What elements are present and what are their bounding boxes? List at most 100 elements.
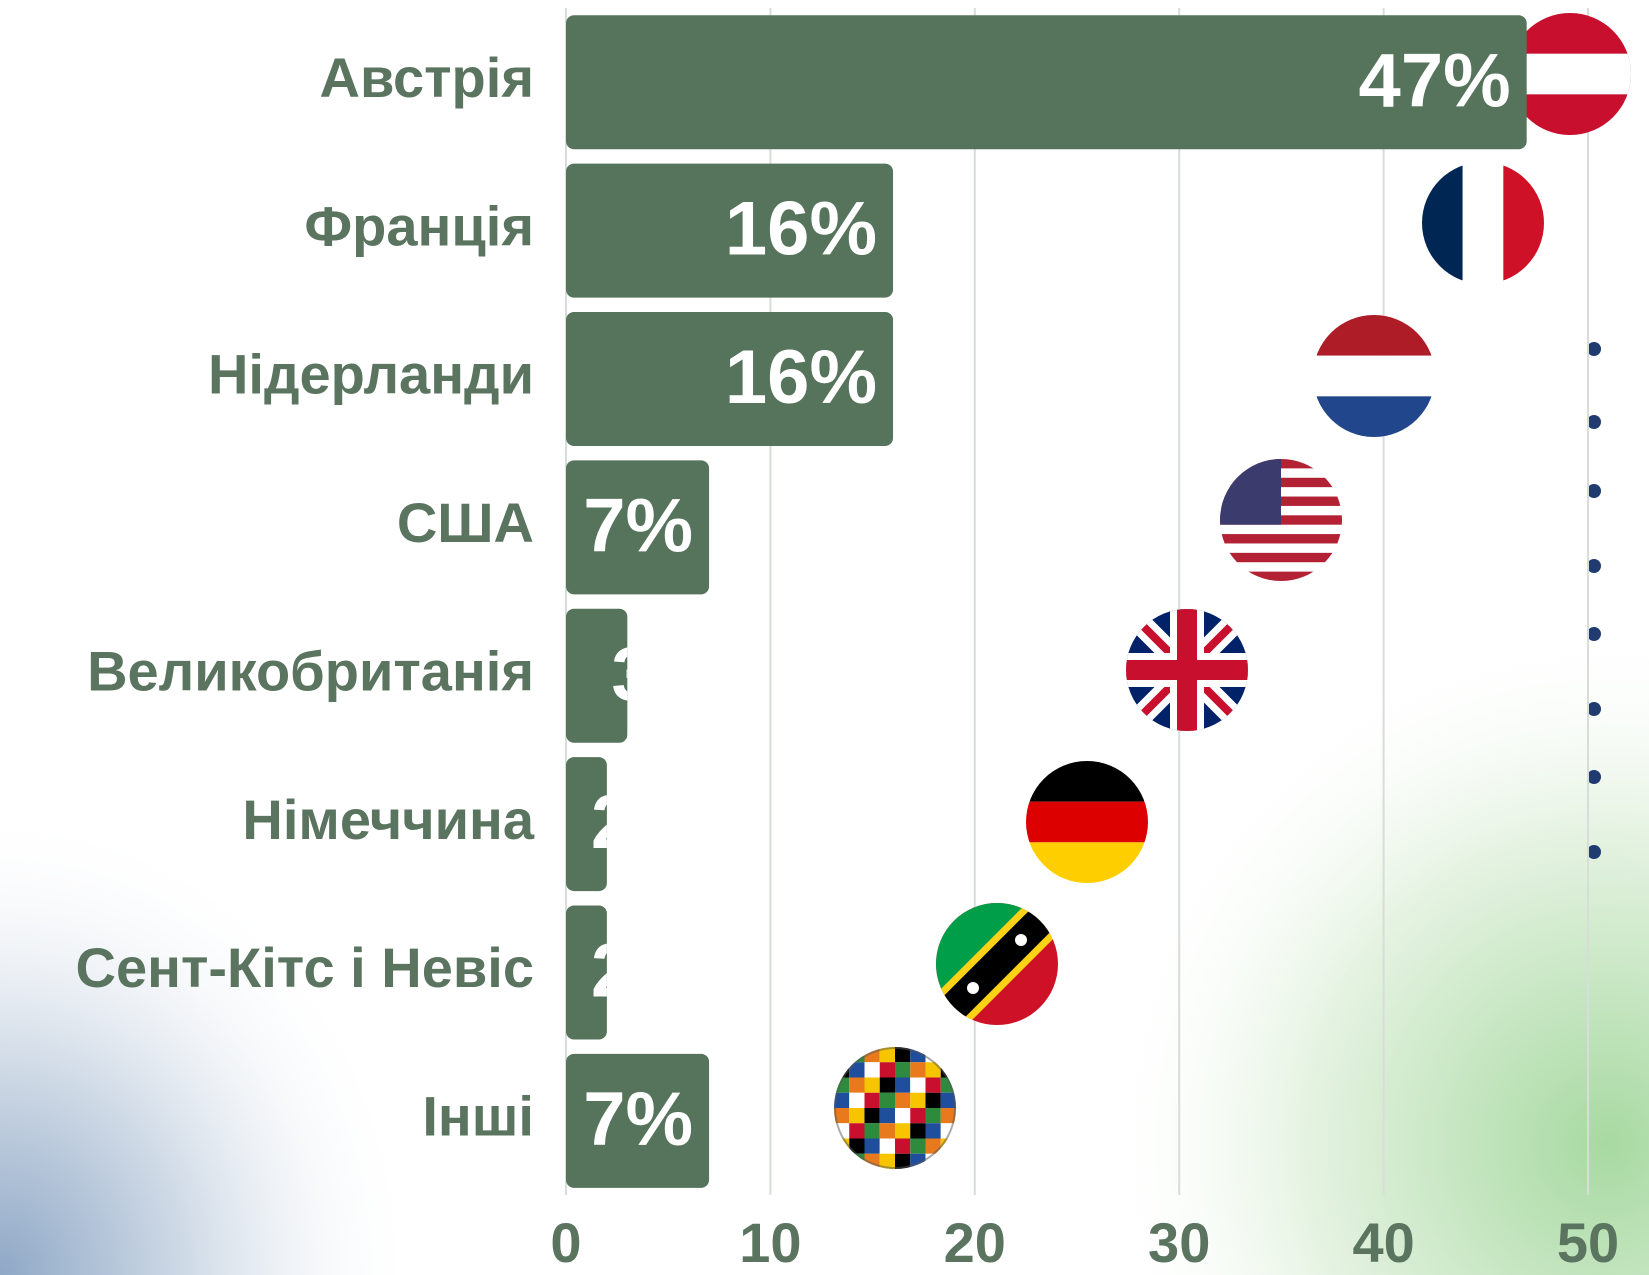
flag-part	[864, 1108, 880, 1124]
flag-part	[1026, 801, 1148, 843]
bar	[566, 757, 607, 892]
flag-part	[864, 1123, 880, 1139]
flag	[1220, 459, 1342, 581]
bar	[566, 905, 607, 1040]
flag-part	[879, 1153, 895, 1169]
decor-dots	[1587, 342, 1601, 859]
bar	[566, 1053, 710, 1188]
flag-part	[864, 1092, 880, 1108]
flag-part	[967, 982, 979, 994]
flag-part	[925, 1077, 941, 1093]
x-tick-label: 10	[739, 1211, 801, 1274]
flag-body	[1422, 162, 1544, 284]
y-tick-label: Інші	[422, 1085, 534, 1148]
flag-part	[1509, 53, 1631, 95]
x-tick-label: 0	[550, 1211, 581, 1274]
flag-part	[1220, 562, 1342, 573]
flag-part	[1462, 162, 1504, 284]
value-label: 2%	[591, 929, 701, 1014]
flag-part	[864, 1138, 880, 1154]
flag-part	[879, 1108, 895, 1124]
flag-part	[910, 1062, 926, 1078]
flag-part	[849, 1123, 865, 1139]
x-tick-label: 40	[1352, 1211, 1414, 1274]
flag-part	[925, 1123, 941, 1139]
bar	[566, 163, 894, 298]
flag-part	[879, 1092, 895, 1108]
flag	[1126, 609, 1248, 731]
flag-part	[1220, 571, 1342, 581]
flag-part	[864, 1077, 880, 1093]
bar	[566, 608, 628, 743]
flag-part	[910, 1138, 926, 1154]
flag-part	[849, 1092, 865, 1108]
flag-part	[895, 1092, 911, 1108]
flag-part	[895, 1077, 911, 1093]
bar	[566, 15, 1527, 150]
flag-part	[895, 1062, 911, 1078]
value-label: 47%	[1359, 38, 1511, 123]
flag-part	[1220, 543, 1342, 554]
y-tick-label: Австрія	[320, 46, 534, 109]
flag-part	[910, 1077, 926, 1093]
flag-part	[895, 1047, 911, 1063]
flag-part	[925, 1092, 941, 1108]
flag-part	[1313, 355, 1435, 397]
value-label: 2%	[591, 780, 701, 865]
flag-part	[1220, 524, 1342, 535]
flag-part	[940, 1108, 956, 1124]
flag-part	[910, 1123, 926, 1139]
y-tick-label: Німеччина	[242, 788, 534, 851]
flag-part	[895, 1138, 911, 1154]
x-tick-label: 30	[1148, 1211, 1210, 1274]
flag-part	[895, 1123, 911, 1139]
value-label: 7%	[583, 1077, 693, 1162]
flag	[1422, 162, 1544, 284]
flag-part	[849, 1108, 865, 1124]
flag-body	[1026, 761, 1148, 883]
value-label: 3%	[611, 632, 721, 717]
value-label: 16%	[725, 335, 877, 420]
flag-part	[879, 1138, 895, 1154]
flag-body	[1126, 609, 1248, 731]
y-tick-label: Сент-Кітс і Невіс	[76, 936, 534, 999]
flag-body	[1220, 459, 1342, 581]
flag-body	[1313, 315, 1435, 437]
bar	[566, 311, 894, 446]
flag-part	[879, 1047, 895, 1063]
flag-body	[1509, 13, 1631, 135]
flag-part	[940, 1092, 956, 1108]
background-blue	[0, 650, 560, 1275]
y-tick-label: Нідерланди	[208, 343, 534, 406]
y-tick-label: Великобританія	[87, 639, 534, 702]
flag-part	[879, 1062, 895, 1078]
flag-part	[925, 1108, 941, 1124]
flag	[834, 1047, 956, 1169]
y-tick-label: США	[397, 491, 534, 554]
flag	[1026, 761, 1148, 883]
flag	[1313, 315, 1435, 437]
flag-part	[895, 1108, 911, 1124]
y-tick-label: Франція	[304, 194, 534, 257]
flag-part	[895, 1153, 911, 1169]
flag-part	[1177, 609, 1197, 731]
flag-part	[910, 1108, 926, 1124]
flag	[1509, 13, 1631, 135]
flag-part	[1220, 534, 1342, 544]
value-label: 16%	[725, 187, 877, 272]
flag-body	[834, 1047, 956, 1169]
x-tick-label: 50	[1557, 1211, 1619, 1274]
flag-part	[849, 1077, 865, 1093]
bar	[566, 460, 710, 595]
flag-part	[1220, 552, 1342, 563]
flag-part	[834, 1092, 850, 1108]
x-tick-label: 20	[944, 1211, 1006, 1274]
value-label: 7%	[583, 483, 693, 568]
flag-part	[879, 1077, 895, 1093]
flag-part	[910, 1092, 926, 1108]
flag-part	[834, 1108, 850, 1124]
flag-part	[864, 1062, 880, 1078]
flag-part	[879, 1123, 895, 1139]
flag-part	[1015, 934, 1027, 946]
